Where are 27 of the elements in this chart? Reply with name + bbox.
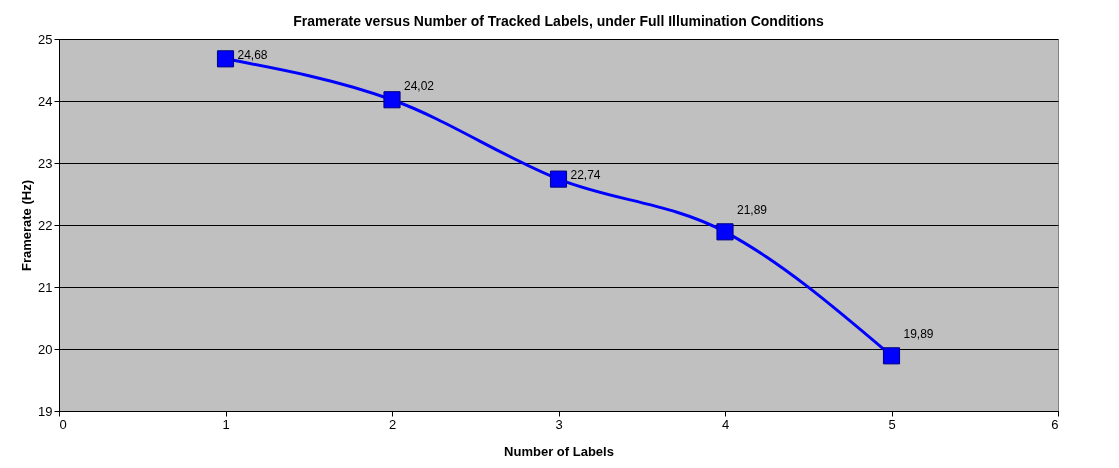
x-tick-label: 6 — [1051, 416, 1059, 432]
point — [549, 170, 568, 188]
y-tick-label: 20 — [38, 341, 53, 357]
x-tick-label: 3 — [555, 416, 563, 432]
data-label: 19,89 — [903, 326, 934, 341]
x-tick-label: 4 — [721, 416, 730, 432]
data-label: 21,89 — [737, 202, 768, 217]
x-tick-label: 1 — [222, 416, 230, 432]
x-axis-title: Number of Labels — [504, 443, 614, 459]
point — [882, 347, 901, 365]
x-tick-label: 5 — [888, 416, 896, 432]
data-label: 24,68 — [237, 47, 268, 62]
y-tick-label: 22 — [38, 217, 53, 233]
point — [383, 91, 401, 109]
y-tick-label: 19 — [38, 403, 53, 419]
x-tick-label: 0 — [59, 416, 67, 432]
y-tick-label: 23 — [38, 155, 53, 171]
y-tick-label: 24 — [38, 93, 53, 109]
chart-title: Framerate versus Number of Tracked Labels, under Full Illumination Conditions — [293, 13, 824, 29]
data-label: 22,74 — [570, 168, 601, 183]
point — [716, 223, 734, 241]
y-axis-title: Framerate (Hz) — [19, 179, 35, 272]
y-tick-label: 21 — [38, 279, 53, 295]
data-label: 24,02 — [404, 78, 435, 93]
y-tick-label: 25 — [38, 31, 53, 47]
x-tick-label: 2 — [388, 416, 397, 432]
point — [216, 50, 235, 68]
